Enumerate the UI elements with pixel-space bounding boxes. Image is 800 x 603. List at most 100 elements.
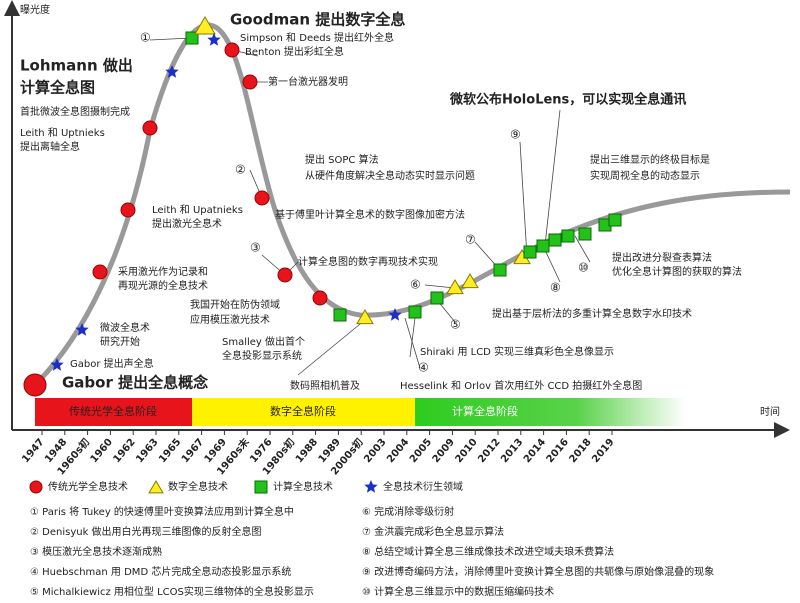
year-label: 2016	[545, 437, 571, 465]
leader-line	[149, 37, 193, 41]
annotation: ③	[250, 241, 261, 255]
annotation: Leith 和 Uptnieks	[20, 127, 105, 139]
year-label: 2018	[567, 437, 593, 465]
tech-marker	[50, 358, 64, 371]
year-label: 2005	[408, 437, 434, 465]
phase-label: 计算全息阶段	[452, 404, 518, 418]
annotation: Simpson 和 Deeds 提出红外全息	[240, 31, 394, 44]
tech-marker	[461, 273, 479, 289]
year-label: 2013	[499, 437, 525, 465]
tech-marker	[536, 239, 550, 253]
leader-line	[297, 319, 366, 376]
annotation: 实现周视全息的动态显示	[590, 169, 700, 182]
year-label: 2009	[431, 437, 457, 465]
note: ⑤ Michalkiewicz 用相位型 LCOS实现三维物体的全息投影显示	[30, 585, 314, 598]
annotation: Leith 和 Upatnieks	[152, 204, 243, 216]
leader-line	[574, 235, 591, 263]
annotation: 研究开始	[100, 335, 140, 348]
annotation: ⑨	[510, 128, 521, 142]
tech-marker	[356, 309, 374, 325]
phase-band	[415, 398, 685, 426]
tech-marker	[142, 120, 158, 136]
annotation: ①	[140, 31, 151, 45]
tech-marker	[242, 74, 258, 90]
annotation: 采用激光作为记录和	[118, 265, 208, 278]
tech-marker	[548, 233, 562, 247]
year-label: 1962	[111, 437, 137, 465]
annotation: 微波全息术	[100, 321, 150, 334]
annotation: Gabor 提出全息概念	[62, 374, 208, 392]
annotation: 应用模压激光技术	[190, 313, 270, 326]
annotation: Goodman 提出数字全息	[230, 11, 405, 29]
annotation: ②	[235, 163, 246, 177]
annotation: ⑤	[450, 318, 461, 332]
x-axis-label: 时间	[760, 405, 780, 418]
year-label: 2003	[362, 437, 388, 465]
annotation: ⑦	[465, 233, 476, 247]
annotation: Gabor 提出声全息	[70, 357, 154, 370]
annotation: 提出 SOPC 算法	[305, 153, 379, 166]
tech-marker	[23, 373, 47, 397]
annotation: Shiraki 用 LCD 实现三维真彩色全息像显示	[420, 345, 614, 358]
tech-marker	[364, 480, 378, 493]
annotation: 我国开始在防伪领域	[190, 298, 280, 311]
tech-marker	[430, 291, 444, 305]
tech-marker	[254, 480, 268, 494]
year-label: 2012	[476, 437, 502, 465]
annotation: Hesselink 和 Orlov 首次用红外 CCD 拍摄红外全息图	[400, 379, 642, 392]
annotation: 优化全息计算图的获取的算法	[612, 265, 742, 278]
leader-line	[544, 109, 561, 246]
annotation: 微软公布HoloLens，可以实现全息通讯	[449, 92, 686, 108]
tech-marker	[224, 42, 240, 58]
note: ④ Huebschman 用 DMD 芯片完成全息动态投影显示系统	[30, 565, 291, 578]
annotation: 首批微波全息图摄制完成	[20, 105, 130, 118]
year-label: 2014	[522, 437, 548, 465]
annotation: Smalley 做出首个	[222, 335, 305, 348]
tech-marker	[388, 308, 402, 321]
leader-line	[519, 141, 528, 258]
annotation: 提出激光全息术	[152, 217, 222, 230]
annotation: Lohmann 做出	[20, 57, 133, 75]
legend-label: 全息技术衍生领域	[383, 480, 463, 493]
note: ② Denisyuk 做出用白光再现三维图像的反射全息图	[30, 525, 262, 538]
year-label: 1960	[89, 437, 115, 465]
annotation: 再现光源的全息技术	[118, 279, 208, 292]
legend-label: 数字全息技术	[168, 480, 228, 493]
tech-marker	[75, 323, 89, 336]
leader-line	[404, 317, 421, 369]
year-label: 2010	[453, 437, 479, 465]
year-label: 2019	[590, 437, 616, 465]
year-label: 2004	[385, 437, 411, 465]
tech-marker	[165, 65, 179, 78]
tech-marker	[608, 213, 622, 227]
y-axis-label: 曝光度	[20, 3, 50, 16]
tech-marker	[578, 227, 592, 241]
phase-label: 传统光学全息阶段	[69, 404, 157, 418]
note: ⑨ 改进博奇编码方法，消除傅里叶变换计算全息图的共轭像与原始像混叠的现象	[362, 565, 714, 578]
annotation: Benton 提出彩虹全息	[245, 45, 344, 58]
tech-marker	[120, 202, 136, 218]
year-label: 1988	[294, 437, 320, 465]
tech-marker	[185, 31, 199, 45]
tech-marker	[277, 267, 293, 283]
annotation: 计算全息图的数字再现技术实现	[298, 255, 438, 268]
tech-marker	[446, 279, 464, 295]
annotation: 全息投影显示系统	[222, 349, 302, 362]
tech-marker	[148, 480, 164, 494]
phase-band	[35, 398, 192, 426]
annotation: ⑩	[578, 261, 589, 275]
note: ⑩ 计算全息三维显示中的数据压缩编码技术	[362, 585, 554, 598]
year-label: 1967	[180, 437, 206, 465]
annotation: 计算全息图	[20, 79, 95, 97]
leader-line	[424, 284, 456, 289]
tech-marker	[333, 308, 347, 322]
tech-marker	[561, 229, 575, 243]
note: ⑦ 金洪震完成彩色全息显示算法	[362, 525, 504, 538]
phase-band	[192, 398, 415, 426]
annotation: 基于傅里叶计算全息术的数字图像加密方法	[275, 208, 465, 221]
annotation: 数码照相机普及	[290, 379, 360, 392]
note: ⑥ 完成消除零级衍射	[362, 505, 454, 518]
annotation: 提出基于层析法的多重计算全息数字水印技术	[492, 307, 692, 320]
tech-marker	[408, 305, 422, 319]
